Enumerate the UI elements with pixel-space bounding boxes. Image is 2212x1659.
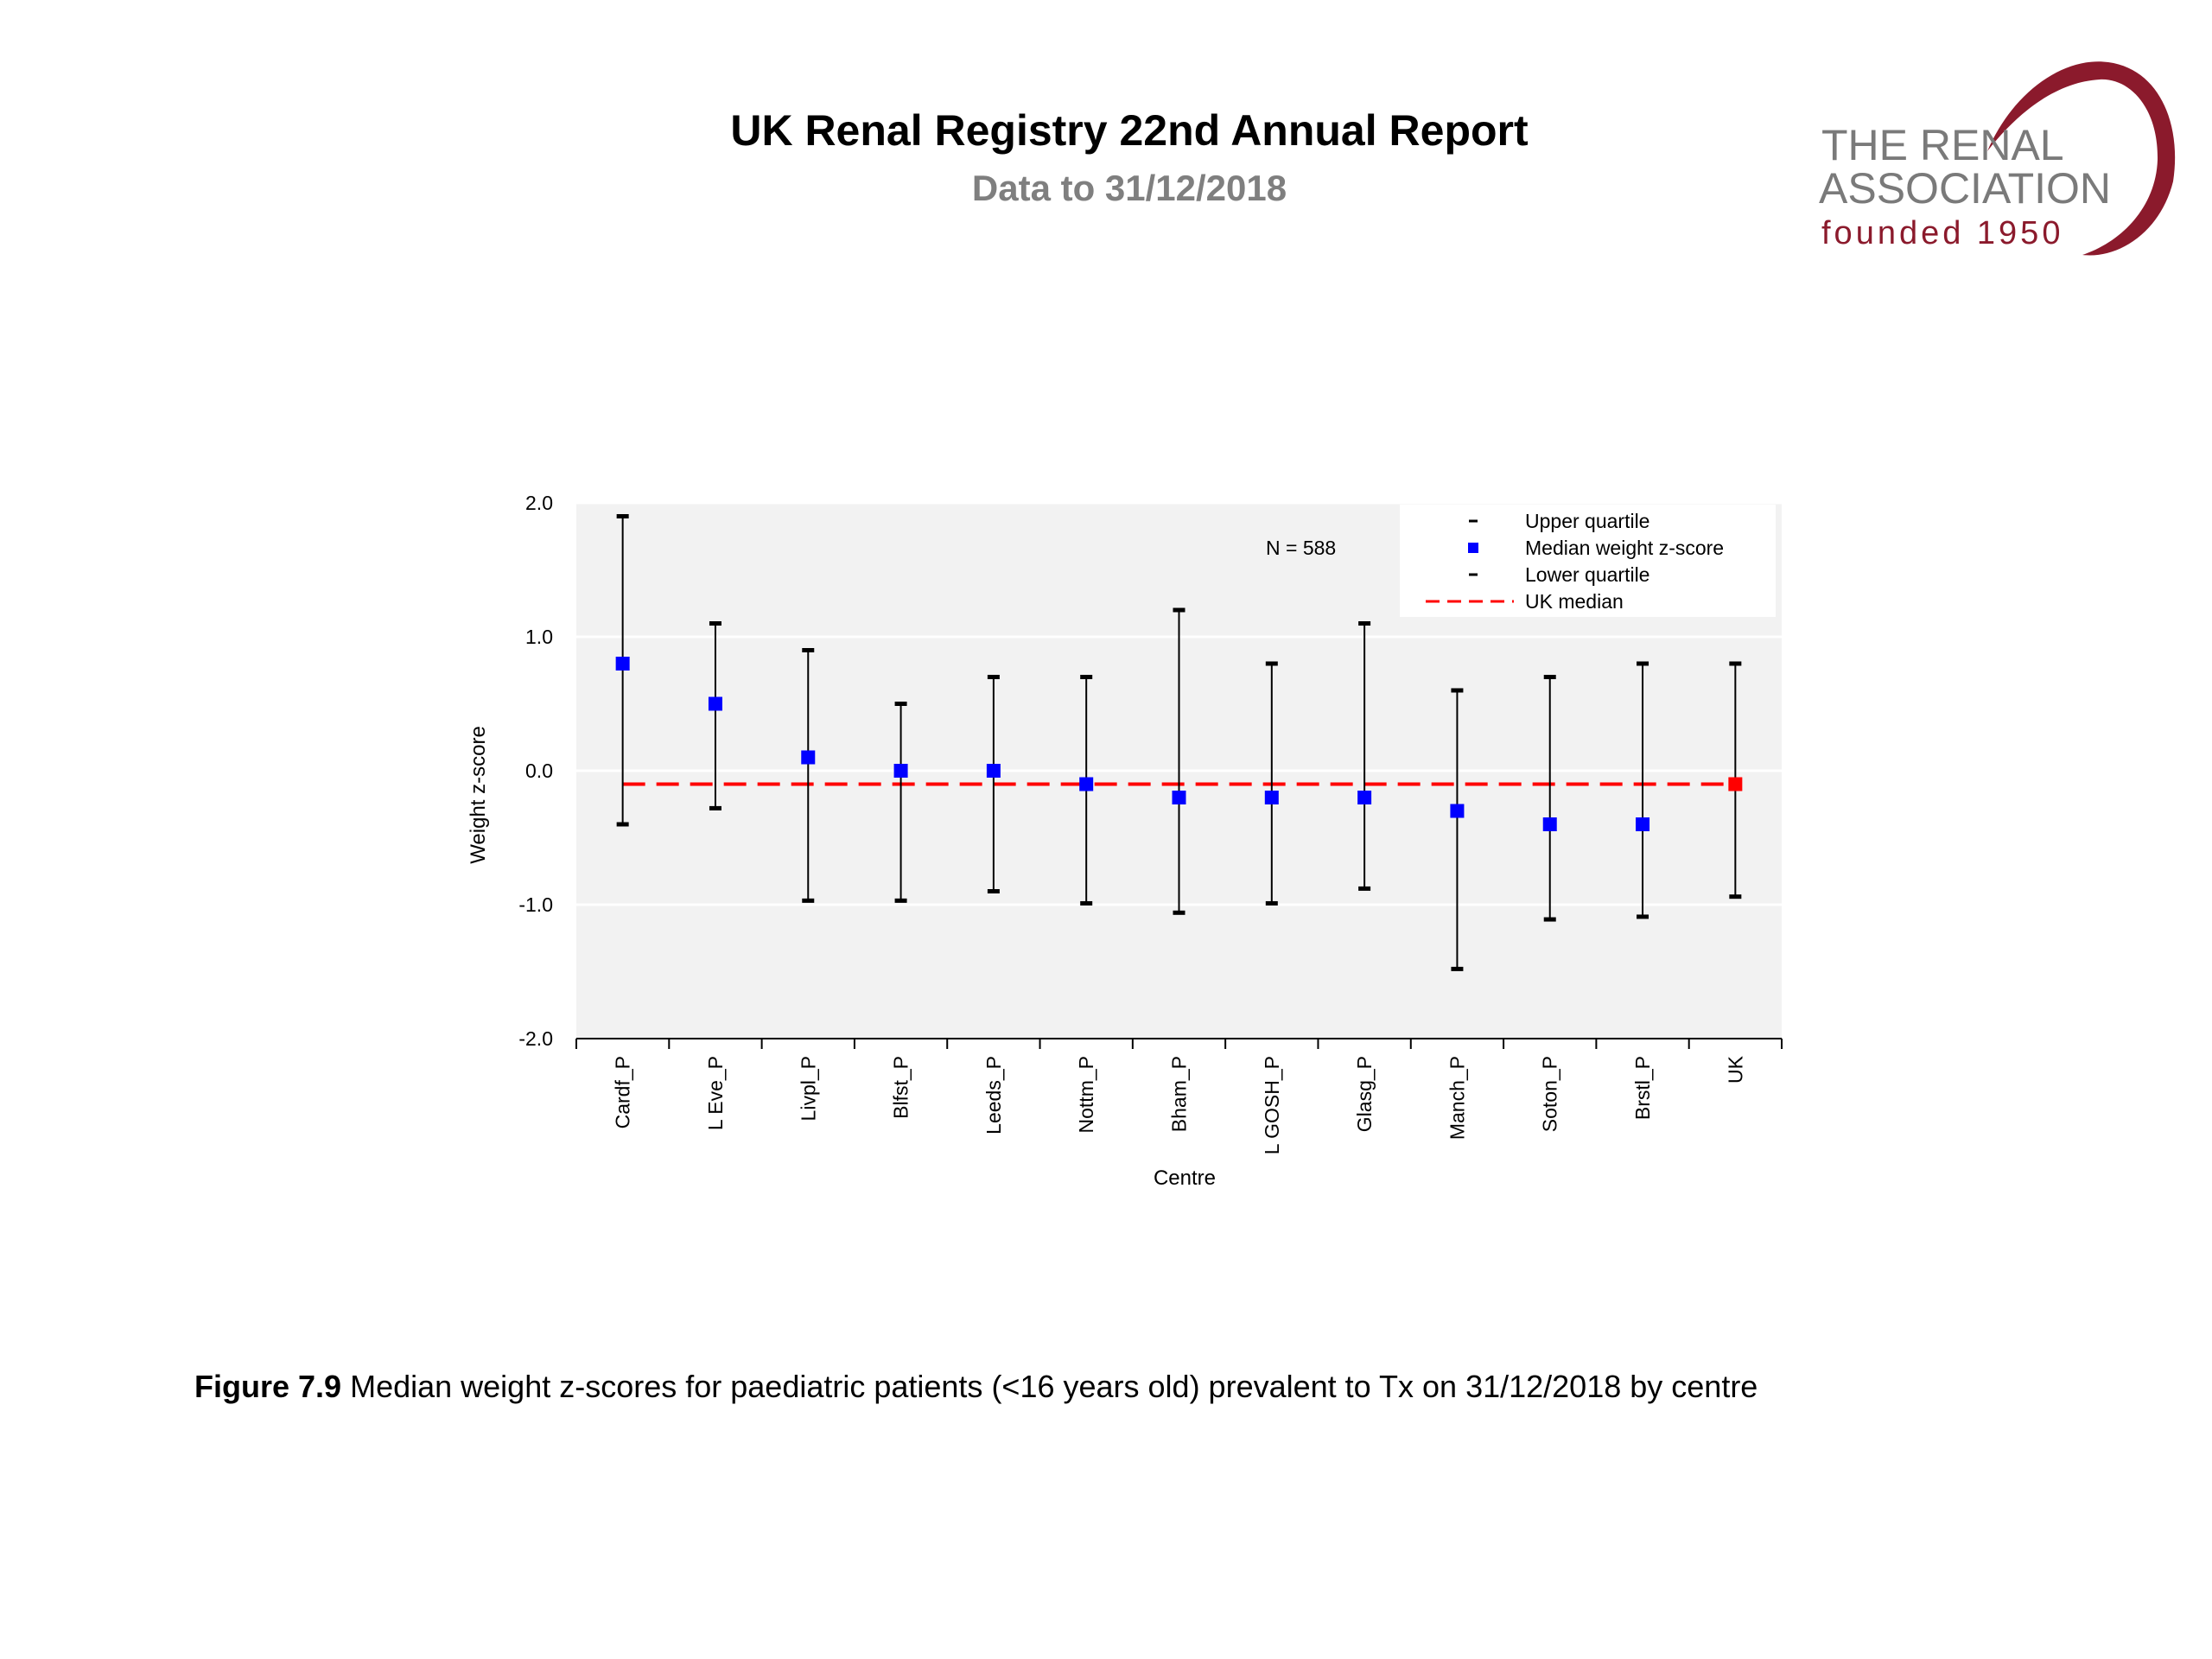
uk-median-marker [1728, 777, 1743, 791]
legend: Upper quartile Median weight z-score Lower… [1400, 505, 1776, 617]
median-marker [615, 657, 630, 671]
median-marker [708, 696, 722, 711]
y-tick-label: 1.0 [525, 626, 553, 648]
median-marker [1264, 791, 1279, 804]
figure-caption-text: Median weight z-scores for paediatric pa… [350, 1369, 1758, 1404]
x-tick-label: Blfst_P [890, 1056, 912, 1119]
legend-label: Lower quartile [1525, 563, 1649, 586]
median-marker [1172, 791, 1186, 804]
x-tick-label: Manch_P [1446, 1056, 1468, 1140]
legend-label: UK median [1525, 590, 1624, 613]
x-tick-label: Glasg_P [1353, 1056, 1376, 1132]
y-tick-label: 0.0 [525, 760, 553, 782]
sample-size-annotation: N = 588 [1266, 537, 1336, 559]
logo-line-1: THE RENAL [1821, 121, 2064, 169]
median-marker [1450, 804, 1465, 818]
report-subtitle: Data to 31/12/2018 [972, 168, 1287, 208]
y-axis-ticks: -2.0 -1.0 0.0 1.0 2.0 [518, 492, 553, 1050]
median-marker [1636, 817, 1650, 831]
legend-items: Upper quartile Median weight z-score Lower… [1426, 510, 1724, 613]
x-tick-label: Soton_P [1539, 1056, 1561, 1132]
renal-association-logo: THE RENAL ASSOCIATION founded 1950 [1819, 61, 2176, 256]
x-tick-label: Leeds_P [982, 1056, 1005, 1135]
median-marker [1542, 817, 1557, 831]
legend-label: Upper quartile [1525, 510, 1649, 532]
x-axis-title: Centre [1154, 1166, 1216, 1190]
x-tick-label: Livpl_P [797, 1056, 819, 1121]
x-tick-label: Nottm_P [1075, 1056, 1097, 1133]
x-tick-label: L Eve_P [704, 1056, 727, 1130]
figure-caption: Figure 7.9 Median weight z-scores for pa… [194, 1369, 1758, 1404]
median-marker [893, 764, 908, 778]
median-marker [986, 764, 1001, 778]
logo-line-2: ASSOCIATION [1819, 164, 2111, 213]
y-axis-title: Weight z-score [467, 726, 490, 864]
legend-label: Median weight z-score [1525, 537, 1724, 559]
median-marker [1079, 777, 1094, 791]
legend-marker-square [1468, 543, 1478, 553]
x-tick-label: Brstl_P [1631, 1056, 1654, 1120]
data-points [615, 514, 1743, 971]
legend-box [1400, 505, 1776, 617]
logo-line-3: founded 1950 [1821, 215, 2063, 251]
median-marker [1357, 791, 1372, 804]
median-marker [801, 750, 816, 765]
y-tick-label: -2.0 [518, 1027, 553, 1050]
x-tick-label: Cardf_P [612, 1056, 634, 1128]
x-tick-label: L GOSH_P [1261, 1056, 1283, 1154]
x-axis: Cardf_P L Eve_P Livpl_P Blfst_P Leeds_P Nottm… [575, 1038, 1783, 1154]
y-tick-label: 2.0 [525, 492, 553, 514]
y-tick-label: -1.0 [518, 893, 553, 916]
x-tick-label: Bham_P [1168, 1056, 1191, 1132]
figure-caption-label: Figure 7.9 [194, 1369, 341, 1404]
report-title: UK Renal Registry 22nd Annual Report [730, 106, 1529, 155]
x-tick-label: UK [1724, 1055, 1746, 1084]
weight-zscore-chart: -2.0 -1.0 0.0 1.0 2.0 Cardf_P L Eve_P Livpl_P B… [467, 492, 1783, 1190]
